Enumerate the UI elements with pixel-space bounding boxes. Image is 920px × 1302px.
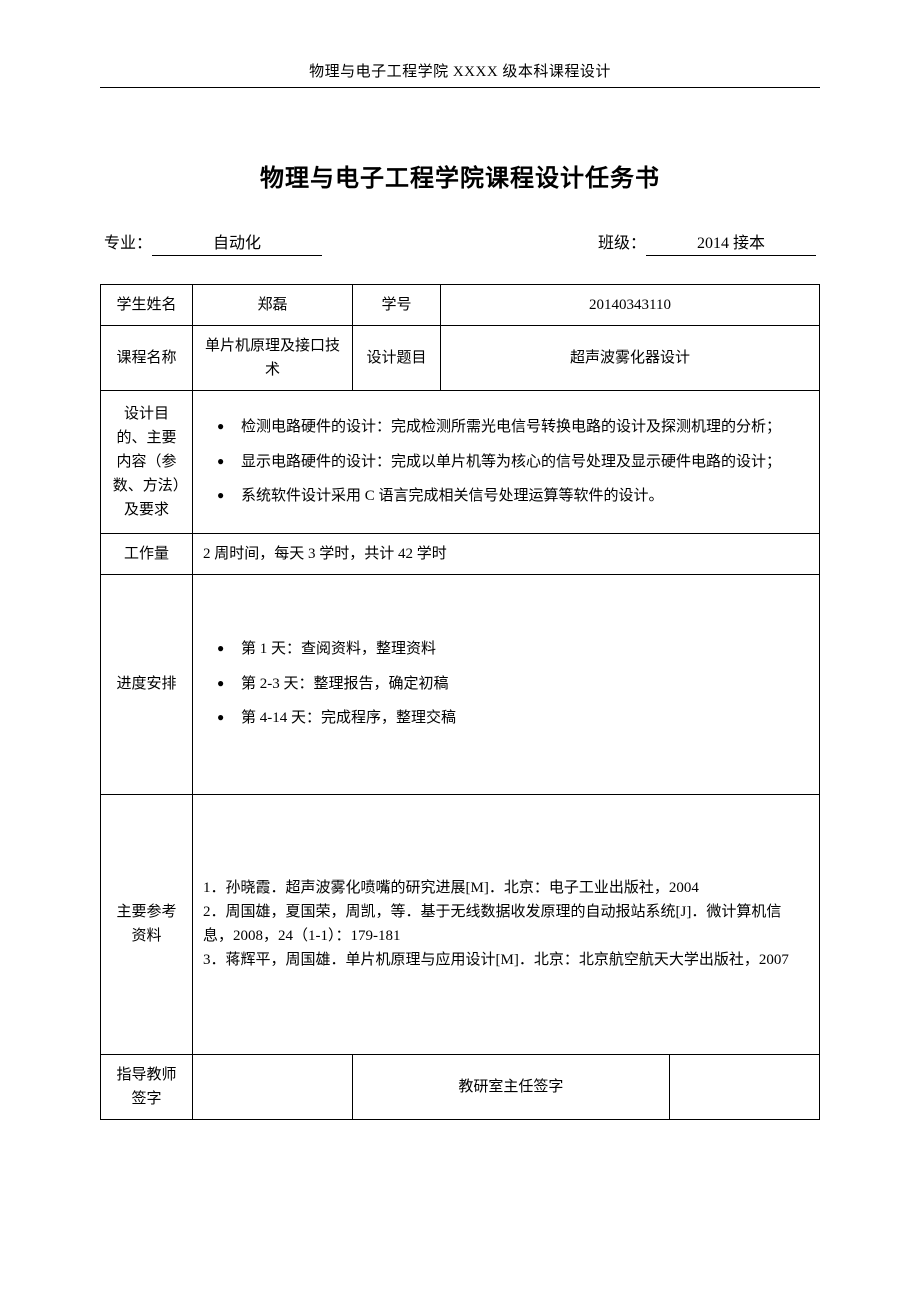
objectives-cell: 检测电路硬件的设计：完成检测所需光电信号转换电路的设计及探测机理的分析； 显示电… (193, 391, 820, 534)
dept-sign-cell (669, 1054, 819, 1119)
table-row: 设计目的、主要内容（参数、方法）及要求 检测电路硬件的设计：完成检测所需光电信号… (101, 391, 820, 534)
student-name-label: 学生姓名 (101, 285, 193, 326)
page-header: 物理与电子工程学院 XXXX 级本科课程设计 (100, 60, 820, 88)
list-item: 显示电路硬件的设计：完成以单片机等为核心的信号处理及显示硬件电路的设计； (213, 448, 805, 477)
advisor-sign-cell (193, 1054, 353, 1119)
schedule-label: 进度安排 (101, 574, 193, 794)
student-id-label: 学号 (353, 285, 441, 326)
major-value: 自动化 (152, 229, 322, 256)
course-name-value: 单片机原理及接口技术 (193, 326, 353, 391)
class-label: 班级： (598, 229, 646, 253)
table-row: 进度安排 第 1 天：查阅资料，整理资料 第 2-3 天：整理报告，确定初稿 第… (101, 574, 820, 794)
class-field: 班级： 2014 接本 (598, 229, 816, 256)
table-row: 工作量 2 周时间，每天 3 学时，共计 42 学时 (101, 533, 820, 574)
student-id-value: 20140343110 (441, 285, 820, 326)
major-label: 专业： (104, 229, 152, 253)
reference-line: 3．蒋辉平，周国雄．单片机原理与应用设计[M]．北京：北京航空航天大学出版社，2… (203, 948, 809, 972)
subhead-row: 专业： 自动化 班级： 2014 接本 (100, 229, 820, 256)
objectives-list: 检测电路硬件的设计：完成检测所需光电信号转换电路的设计及探测机理的分析； 显示电… (203, 399, 809, 525)
table-row: 主要参考资料 1．孙晓霞．超声波雾化喷嘴的研究进展[M]．北京：电子工业出版社，… (101, 794, 820, 1054)
dept-sign-label: 教研室主任签字 (353, 1054, 670, 1119)
list-item: 检测电路硬件的设计：完成检测所需光电信号转换电路的设计及探测机理的分析； (213, 413, 805, 442)
design-topic-value: 超声波雾化器设计 (441, 326, 820, 391)
list-item: 第 4-14 天：完成程序，整理交稿 (213, 704, 805, 733)
reference-line: 2．周国雄，夏国荣，周凯，等．基于无线数据收发原理的自动报站系统[J]．微计算机… (203, 900, 809, 948)
list-item: 系统软件设计采用 C 语言完成相关信号处理运算等软件的设计。 (213, 482, 805, 511)
references-cell: 1．孙晓霞．超声波雾化喷嘴的研究进展[M]．北京：电子工业出版社，2004 2．… (193, 794, 820, 1054)
schedule-list: 第 1 天：查阅资料，整理资料 第 2-3 天：整理报告，确定初稿 第 4-14… (203, 621, 809, 747)
list-item: 第 2-3 天：整理报告，确定初稿 (213, 670, 805, 699)
table-row: 课程名称 单片机原理及接口技术 设计题目 超声波雾化器设计 (101, 326, 820, 391)
workload-value: 2 周时间，每天 3 学时，共计 42 学时 (193, 533, 820, 574)
class-value: 2014 接本 (646, 229, 816, 256)
reference-line: 1．孙晓霞．超声波雾化喷嘴的研究进展[M]．北京：电子工业出版社，2004 (203, 876, 809, 900)
major-field: 专业： 自动化 (104, 229, 322, 256)
page-title: 物理与电子工程学院课程设计任务书 (100, 158, 820, 193)
task-form-table: 学生姓名 郑磊 学号 20140343110 课程名称 单片机原理及接口技术 设… (100, 284, 820, 1120)
schedule-cell: 第 1 天：查阅资料，整理资料 第 2-3 天：整理报告，确定初稿 第 4-14… (193, 574, 820, 794)
student-name-value: 郑磊 (193, 285, 353, 326)
advisor-sign-label: 指导教师签字 (101, 1054, 193, 1119)
objectives-label: 设计目的、主要内容（参数、方法）及要求 (101, 391, 193, 534)
table-row: 学生姓名 郑磊 学号 20140343110 (101, 285, 820, 326)
course-name-label: 课程名称 (101, 326, 193, 391)
design-topic-label: 设计题目 (353, 326, 441, 391)
workload-label: 工作量 (101, 533, 193, 574)
references-label: 主要参考资料 (101, 794, 193, 1054)
table-row: 指导教师签字 教研室主任签字 (101, 1054, 820, 1119)
list-item: 第 1 天：查阅资料，整理资料 (213, 635, 805, 664)
